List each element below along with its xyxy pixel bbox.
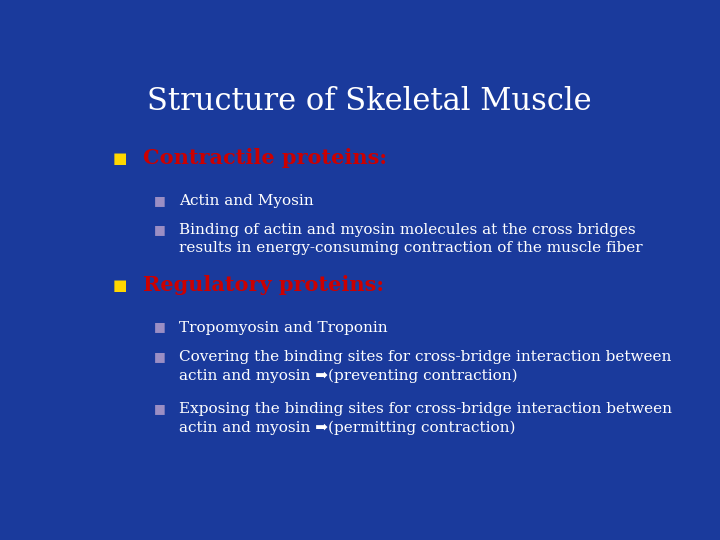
Text: ■: ■	[112, 278, 127, 293]
Text: Covering the binding sites for cross-bridge interaction between
actin and myosin: Covering the binding sites for cross-bri…	[179, 349, 672, 382]
Text: Regulatory proteins:: Regulatory proteins:	[143, 275, 384, 295]
Text: Tropomyosin and Troponin: Tropomyosin and Troponin	[179, 321, 388, 334]
Text: Actin and Myosin: Actin and Myosin	[179, 194, 314, 208]
Text: ■: ■	[154, 321, 166, 334]
Text: ■: ■	[154, 402, 166, 415]
Text: Structure of Skeletal Muscle: Structure of Skeletal Muscle	[147, 85, 591, 117]
Text: Exposing the binding sites for cross-bridge interaction between
actin and myosin: Exposing the binding sites for cross-bri…	[179, 402, 672, 435]
Text: Binding of actin and myosin molecules at the cross bridges
results in energy-con: Binding of actin and myosin molecules at…	[179, 223, 643, 255]
Text: Contractile proteins:: Contractile proteins:	[143, 148, 387, 168]
Text: ■: ■	[112, 151, 127, 166]
Text: ■: ■	[154, 349, 166, 363]
Text: ■: ■	[154, 194, 166, 207]
Text: ■: ■	[154, 223, 166, 236]
